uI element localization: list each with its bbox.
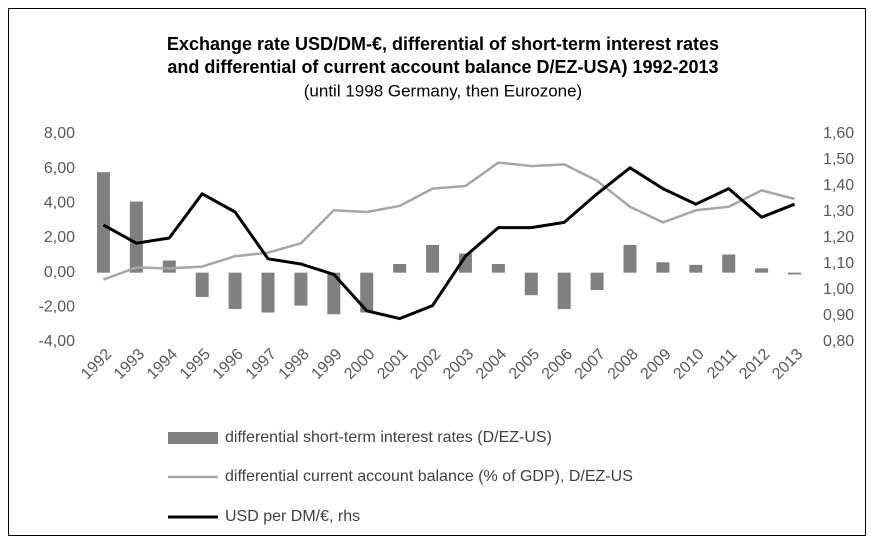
y2-tick-label: 0,90 [823,307,854,324]
chart-title: Exchange rate USD/DM-€, differential of … [167,34,719,54]
legend-label: USD per DM/€, rhs [225,508,360,525]
bar [656,262,670,273]
bar [393,264,407,273]
bar [623,244,637,273]
bar [96,172,110,273]
y2-tick-label: 1,50 [823,151,854,168]
bar [590,272,604,290]
y-tick-label: 2,00 [44,229,75,246]
bar [294,272,308,306]
chart-title: and differential of current account bala… [167,57,718,77]
bar [327,272,341,315]
bar [129,201,143,273]
bar [458,253,472,273]
y2-tick-label: 1,60 [823,125,854,142]
y-tick-label: -2,00 [39,299,76,316]
bar [228,272,242,310]
legend-label: differential short-term interest rates (… [225,429,552,446]
y2-tick-label: 1,10 [823,255,854,272]
y-tick-label: 6,00 [44,160,75,177]
bar [689,264,703,273]
bar [524,272,538,296]
line [102,166,796,321]
y2-tick-label: 1,40 [823,177,854,194]
line [103,161,795,281]
legend-swatch [168,432,218,444]
bar [426,244,440,273]
bar [557,272,571,310]
bar [360,272,374,313]
chart-subtitle: (until 1998 Germany, then Eurozone) [304,81,582,100]
bar [491,264,505,273]
bar [261,272,275,313]
y2-tick-label: 0,80 [823,333,854,350]
y-tick-label: -4,00 [39,333,76,350]
bar [195,272,209,297]
y2-tick-label: 1,30 [823,203,854,220]
bar [722,254,736,273]
y2-tick-label: 1,20 [823,229,854,246]
y-tick-label: 4,00 [44,195,75,212]
legend-label: differential current account balance (% … [225,468,633,485]
y-tick-label: 0,00 [44,264,75,281]
bar [755,268,769,273]
bar [788,272,802,275]
bar [162,260,176,273]
y-tick-label: 8,00 [44,125,75,142]
y2-tick-label: 1,00 [823,281,854,298]
